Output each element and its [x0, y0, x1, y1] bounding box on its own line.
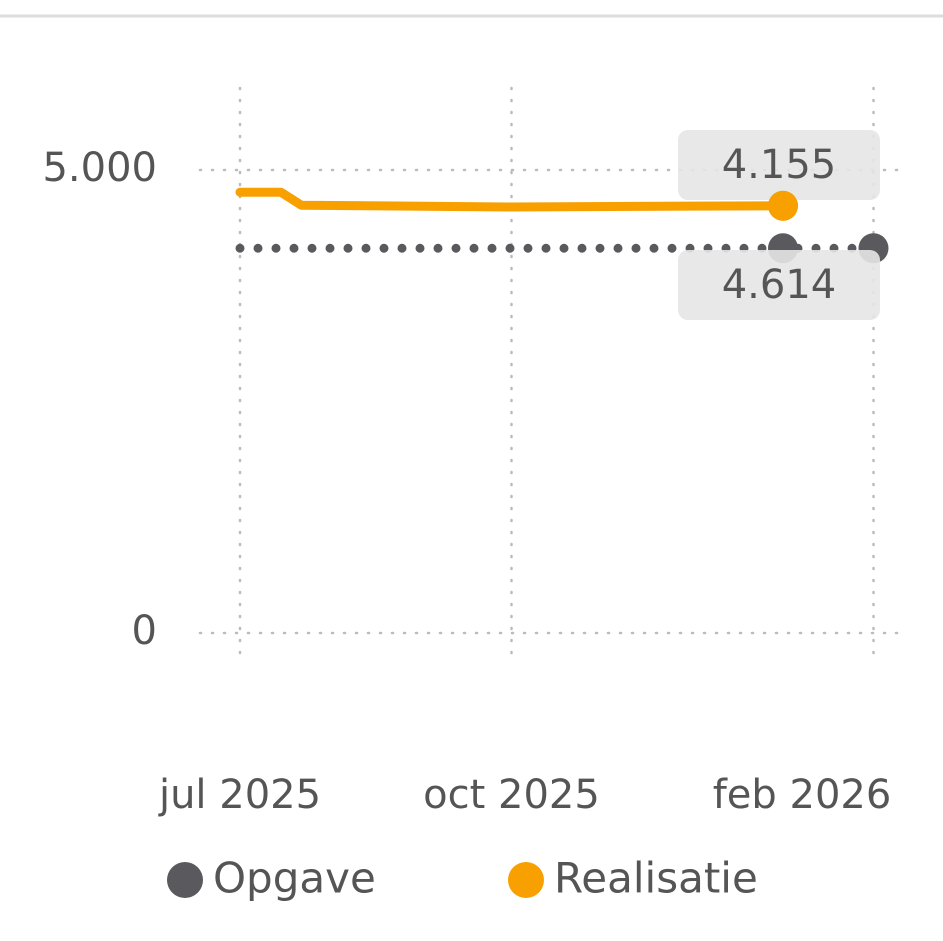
- y-tick-label: 5.000: [42, 145, 157, 191]
- x-tick-label: feb 2026: [713, 772, 892, 818]
- legend-item: Realisatie: [508, 854, 758, 903]
- legend-item: Opgave: [167, 854, 376, 903]
- legend-label: Opgave: [213, 854, 376, 903]
- point-marker: [768, 190, 798, 221]
- x-tick-label: jul 2025: [158, 772, 321, 818]
- legend-swatch: [167, 862, 203, 898]
- y-tick-label: 0: [132, 608, 157, 654]
- value-label-box: [678, 130, 880, 200]
- legend-swatch: [508, 862, 544, 898]
- x-tick-label: oct 2025: [423, 772, 600, 818]
- value-label-box: [678, 250, 880, 320]
- value-label: 4.155: [722, 142, 837, 188]
- series-line: [235, 187, 788, 212]
- value-label: 4.614: [722, 262, 837, 308]
- legend-label: Realisatie: [554, 854, 758, 903]
